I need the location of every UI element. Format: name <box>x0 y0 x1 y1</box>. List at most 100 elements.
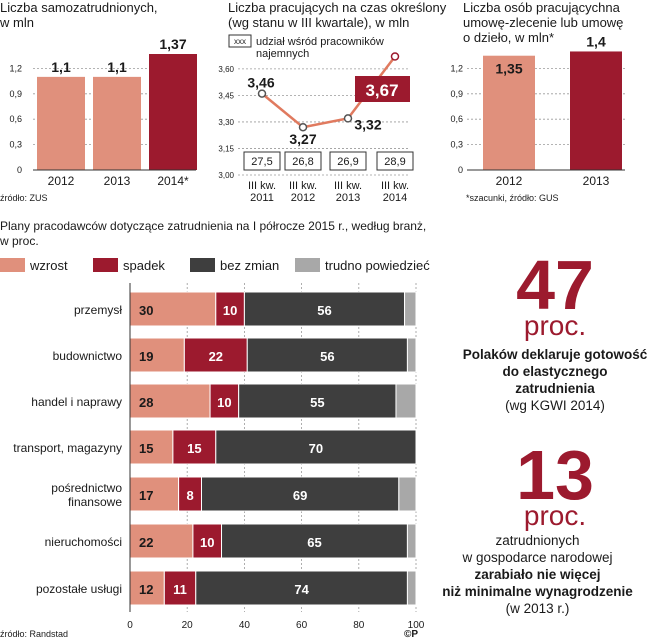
chart4-bar-segment <box>243 291 406 327</box>
chart2-subtitle: (wg stanu w III kwartale), w mln <box>228 15 409 30</box>
chart1-ytick: 0 <box>17 165 22 175</box>
chart4-category-line1: pośrednictwo <box>51 481 122 495</box>
chart2-share-box <box>243 151 281 171</box>
chart2-xtick-line2: 2011 <box>250 192 274 204</box>
chart2-point <box>390 52 400 61</box>
chart1-source: źródło: ZUS <box>0 193 48 203</box>
chart2-share-value: 27,5 <box>251 156 272 168</box>
chart4-bar-segment <box>406 570 417 606</box>
chart4-legend-label: wzrost <box>29 258 68 273</box>
chart3-ytick: 1,2 <box>450 63 463 73</box>
chart4-legend-label: trudno powiedzieć <box>325 258 430 273</box>
chart2-point <box>343 114 353 123</box>
chart4-source: źródło: Randstad <box>0 629 68 639</box>
chart2-ytick: 3,30 <box>218 118 234 127</box>
chart4-data-label: 56 <box>317 303 331 318</box>
chart1-xtick: 2014* <box>157 174 189 188</box>
chart4-category: przemysł <box>74 303 122 317</box>
stat1-unit: proc. <box>523 310 587 341</box>
chart4-bar-segment <box>129 476 180 512</box>
chart2-value-label: 3,46 <box>247 75 274 91</box>
chart4-category: handel i naprawy <box>31 395 122 409</box>
chart2-xtick-line1: III kw. <box>381 180 409 192</box>
chart4-xtick: 20 <box>182 620 194 631</box>
chart2-legend-box <box>228 34 252 48</box>
chart4-data-label: 11 <box>173 582 187 597</box>
chart2-xtick-line1: III kw. <box>248 180 276 192</box>
chart2-share-value: 26,9 <box>337 156 358 168</box>
chart4-legend-label: bez zmian <box>220 258 279 273</box>
chart4-bar-segment <box>129 291 217 327</box>
chart4-data-label: 8 <box>186 488 193 503</box>
chart2-legend-text-2: najemnych <box>256 48 309 60</box>
chart2-xtick-line1: III kw. <box>334 180 362 192</box>
chart4-legend-swatch <box>295 258 320 272</box>
chart4-data-label: 15 <box>187 441 201 456</box>
chart2-ytick: 3,45 <box>218 91 234 100</box>
chart2-xtick-line2: 2013 <box>336 192 360 204</box>
chart4-legend-swatch <box>93 258 118 272</box>
chart1-value-label: 1,1 <box>107 59 127 75</box>
stat1-number: 47 <box>516 246 594 324</box>
chart4-bar-segment <box>163 570 197 606</box>
chart3-value-label: 1,35 <box>495 61 522 77</box>
chart1-title: Liczba samozatrudnionych, <box>0 0 158 15</box>
chart2-ytick: 3,60 <box>218 65 234 74</box>
chart4-data-label: 70 <box>309 441 323 456</box>
chart3-xtick: 2013 <box>583 174 610 188</box>
chart3-title-line2: umowę-zlecenie lub umowę <box>463 15 623 30</box>
chart4-data-label: 55 <box>310 395 324 410</box>
chart1-xtick: 2012 <box>48 174 75 188</box>
chart1-ytick: 0,9 <box>9 89 22 99</box>
stat2-unit: proc. <box>523 500 587 531</box>
chart4-data-label: 12 <box>139 582 153 597</box>
chart1-ytick: 0,3 <box>9 140 22 150</box>
chart3-ytick: 0,3 <box>450 140 463 150</box>
stat2-line3: zarabiało nie więcej <box>474 567 601 582</box>
chart2-xtick-line2: 2012 <box>291 192 315 204</box>
chart3-source: *szacunki, źródło: GUS <box>466 193 559 203</box>
chart4-bar-segment <box>195 570 408 606</box>
stat1-line4: (wg KGWI 2014) <box>505 398 605 413</box>
chart1-xtick: 2013 <box>104 174 131 188</box>
chart1-bar <box>149 54 197 170</box>
stat2-number: 13 <box>516 436 594 514</box>
chart3-bar <box>483 55 535 171</box>
stat1-line1: Polaków deklaruje gotowość <box>462 347 648 362</box>
stat1-line2: do elastycznego <box>502 364 608 379</box>
chart4-bar-segment <box>215 291 245 327</box>
chart1-subtitle: w mln <box>0 15 34 30</box>
chart2-ytick: 3,00 <box>218 171 234 180</box>
chart3-ytick: 0,6 <box>450 114 463 124</box>
chart3-xtick: 2012 <box>496 174 523 188</box>
chart2-title: Liczba pracujących na czas określony <box>228 0 447 15</box>
chart2-legend-box-text: xxx <box>234 37 246 46</box>
chart4-category: nieruchomości <box>45 535 122 549</box>
chart4-data-label: 15 <box>139 441 153 456</box>
chart4-data-label: 28 <box>139 395 153 410</box>
chart3-bar <box>570 51 622 170</box>
chart1-bar <box>37 76 85 170</box>
chart4-xtick: 0 <box>127 620 133 631</box>
chart2-point <box>298 122 308 132</box>
chart4-bar-segment <box>221 523 408 559</box>
chart4-xtick: 60 <box>296 620 308 631</box>
chart4-bar-segment <box>129 570 165 606</box>
chart4-bar-segment <box>129 429 174 465</box>
chart4-data-label: 10 <box>217 395 231 410</box>
chart2-point <box>257 89 267 98</box>
chart2-share-box <box>376 151 414 171</box>
chart2-share-value: 26,8 <box>292 156 313 168</box>
chart4-data-label: 56 <box>320 349 334 364</box>
chart4-category-line2: finansowe <box>68 495 122 509</box>
chart4-data-label: 22 <box>209 349 223 364</box>
stat2-line2: w gospodarce narodowej <box>462 550 613 565</box>
chart4-legend-swatch <box>190 258 215 272</box>
chart2-share-box <box>284 151 322 171</box>
chart4-data-label: 65 <box>307 535 321 550</box>
chart2-value-label: 3,32 <box>354 116 381 132</box>
stat2-line4: niż minimalne wynagrodzenie <box>442 584 633 599</box>
